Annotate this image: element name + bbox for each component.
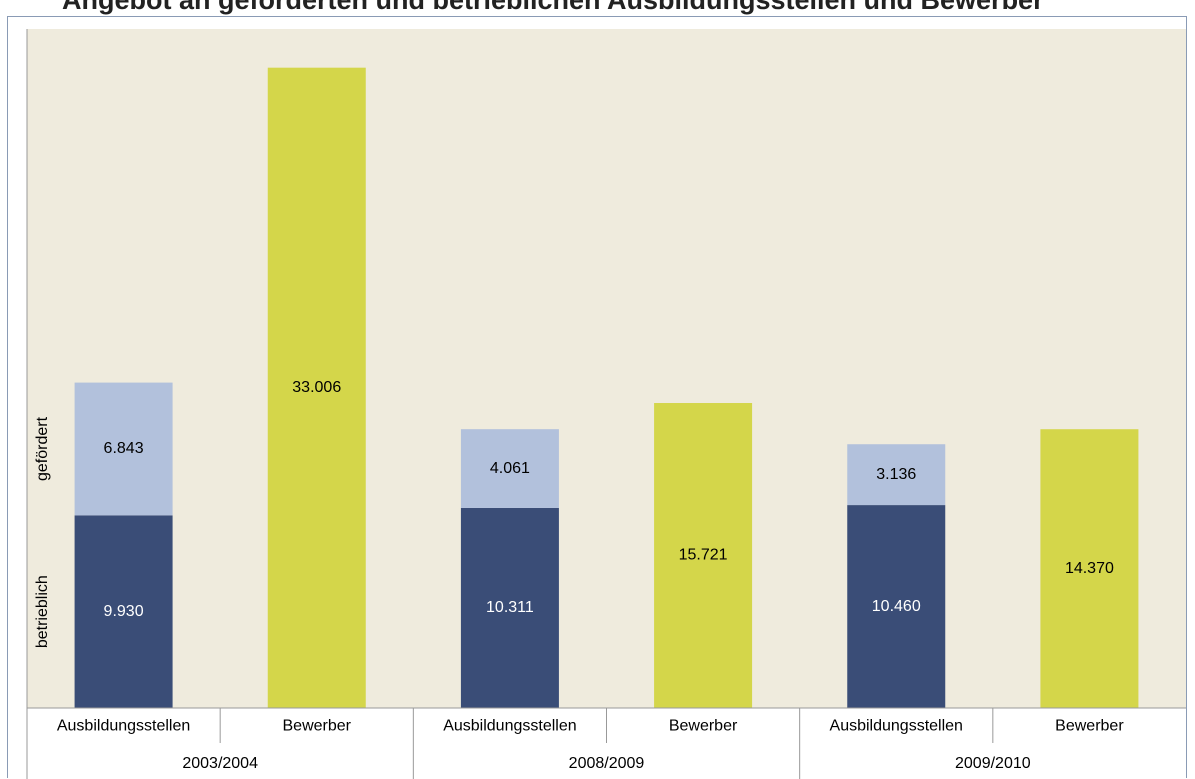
segment-annotation-gefoerdert: gefördert [34,416,51,481]
data-label-bewerber-1: 15.721 [679,547,728,564]
data-label-bewerber-2: 14.370 [1065,560,1114,577]
data-label-gefoerdert-2: 3.136 [876,466,916,483]
bar-gefoerdert-2 [847,444,946,506]
bar-betrieblich-2 [847,505,946,708]
category-label-ausbildungsstellen-2: Ausbildungsstellen [830,718,963,735]
data-label-betrieblich-0: 9.930 [104,603,144,620]
group-label-2: 2009/2010 [955,755,1031,772]
category-label-ausbildungsstellen-0: Ausbildungsstellen [57,718,190,735]
bar-bewerber-2 [1040,429,1139,708]
category-label-ausbildungsstellen-1: Ausbildungsstellen [443,718,576,735]
chart-svg: 9.930 6.843 33.006 10.311 4.061 15.721 10.460 3… [26,29,1186,779]
chart-title-strip: Angebot an geförderten und betrieblichen… [0,0,1195,16]
category-label-bewerber-1: Bewerber [669,718,738,735]
data-label-betrieblich-1: 10.311 [486,599,534,616]
data-label-bewerber-0: 33.006 [292,379,341,396]
bar-betrieblich-1 [460,507,559,708]
data-label-gefoerdert-1: 4.061 [490,460,530,477]
bar-betrieblich-0 [74,515,173,708]
category-label-bewerber-2: Bewerber [1055,718,1124,735]
category-label-bewerber-0: Bewerber [283,718,352,735]
bar-bewerber-1 [654,403,753,708]
bar-gefoerdert-0 [74,382,173,516]
bar-bewerber-0 [267,67,366,709]
data-label-gefoerdert-0: 6.843 [104,440,144,457]
group-label-1: 2008/2009 [569,755,645,772]
bar-gefoerdert-1 [460,429,559,508]
segment-annotation-betrieblich: betrieblich [34,575,51,648]
data-label-betrieblich-2: 10.460 [872,598,921,615]
chart-title: Angebot an geförderten und betrieblichen… [62,0,1044,15]
chart-frame: 9.930 6.843 33.006 10.311 4.061 15.721 10.460 3… [7,16,1187,779]
group-label-0: 2003/2004 [182,755,258,772]
plot-area [27,29,1186,708]
